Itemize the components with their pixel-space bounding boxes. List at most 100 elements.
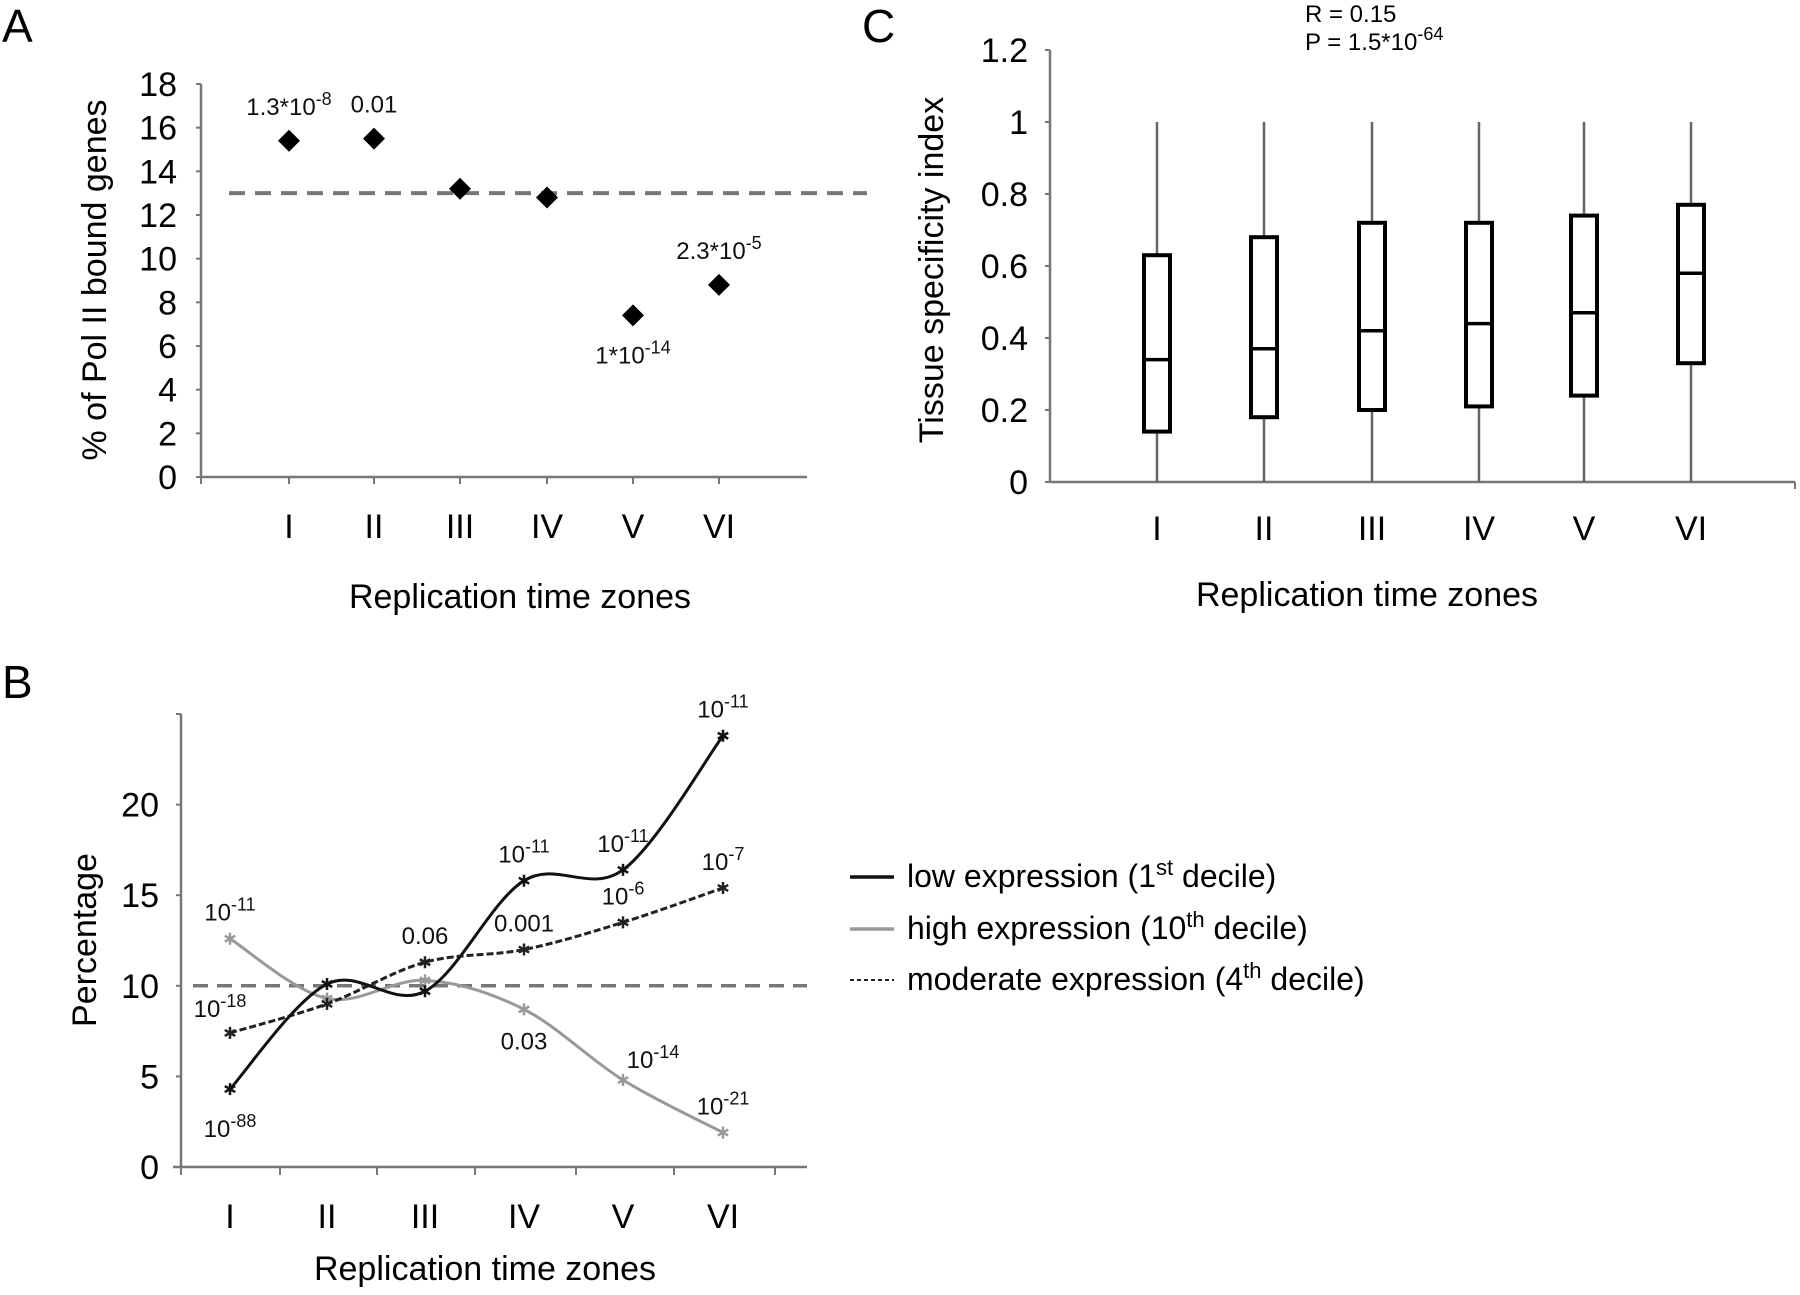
panel-label-a: A [2, 0, 33, 52]
series-line [229, 886, 724, 1035]
legend-label-text: moderate expression (4 [907, 961, 1243, 997]
star-marker [717, 881, 729, 894]
p-value-annotation-exponent: -11 [231, 895, 256, 915]
p-value-annotation: 10-18 [194, 991, 247, 1023]
data-point-diamond [708, 273, 730, 296]
p-value-annotation-exponent: -11 [624, 826, 649, 846]
p-value-annotation-base: 0.03 [501, 1028, 548, 1055]
p-value-annotation-base: 0.06 [402, 923, 449, 950]
p-value-annotation-exponent: -21 [723, 1089, 749, 1109]
p-value-annotation: 0.06 [402, 923, 449, 950]
star-marker [717, 1126, 729, 1139]
p-value-base: P = 1.5*10 [1305, 29, 1417, 56]
p-value-annotation-exponent: -11 [525, 837, 550, 857]
star-marker [617, 916, 629, 929]
legend-label: high expression (10th decile) [907, 907, 1308, 946]
star-marker [224, 1026, 236, 1039]
p-value-annotation: 10-7 [702, 844, 745, 876]
p-value-annotation-base: 10 [204, 900, 231, 927]
panel-label-c: C [862, 0, 895, 52]
box-III [1357, 122, 1387, 482]
y-tick-label: 0.4 [981, 320, 1028, 358]
p-value-annotation-base: 0.01 [351, 92, 398, 119]
legend-item: moderate expression (4th decile) [850, 958, 1365, 997]
p-value-annotation: 10-14 [627, 1042, 680, 1074]
x-tick-label: V [622, 508, 645, 546]
legend-label-sup: th [1186, 907, 1204, 932]
box [1357, 220, 1387, 412]
star-marker [419, 985, 431, 998]
p-value-annotation-base: 10 [204, 1116, 231, 1143]
panel-c-x-title: Replication time zones [1196, 576, 1538, 614]
x-tick-label: VI [707, 1198, 739, 1236]
p-value-annotation-base: 10 [627, 1047, 654, 1074]
y-tick-label: 6 [158, 328, 177, 366]
legend-label: moderate expression (4th decile) [907, 958, 1365, 997]
data-point-diamond [622, 304, 644, 327]
panel-c-p-value: P = 1.5*10-64 [1305, 24, 1443, 56]
y-tick-label: 10 [139, 241, 177, 279]
x-tick-label: II [1255, 510, 1274, 548]
y-tick-label: 20 [121, 787, 159, 825]
y-tick-label: 0.8 [981, 176, 1028, 214]
y-tick-label: 0 [1009, 464, 1028, 502]
x-tick-label: VI [703, 508, 735, 546]
star-marker [717, 729, 729, 742]
legend-item: low expression (1st decile) [850, 855, 1276, 894]
y-tick-label: 5 [140, 1058, 159, 1096]
panel-c-r-value: R = 0.15 [1305, 1, 1396, 28]
p-value-annotation: 10-11 [597, 826, 648, 858]
legend-label-sup: th [1243, 958, 1261, 983]
p-value-annotation-base: 10 [194, 996, 221, 1023]
panel-a-y-title: % of Pol II bound genes [76, 99, 114, 460]
p-value-annotation-base: 10 [597, 831, 624, 858]
y-tick-label: 0.2 [981, 392, 1028, 430]
p-value-annotation-exponent: -14 [653, 1042, 679, 1062]
panel-a-x-title: Replication time zones [349, 578, 691, 616]
x-tick-label: V [1573, 510, 1596, 548]
box-VI [1676, 122, 1706, 482]
legend: low expression (1st decile) high expressi… [850, 855, 1365, 997]
p-value-annotation-exponent: -14 [645, 337, 671, 357]
y-tick-label: 0 [140, 1149, 159, 1187]
p-value-annotation: 1.3*10-8 [246, 89, 331, 121]
p-value-annotation: 10-11 [697, 692, 748, 724]
p-value-annotation-exponent: -8 [316, 89, 332, 109]
p-value-annotation-base: 1*10 [595, 342, 644, 369]
p-value-annotation-exponent: -7 [728, 844, 744, 864]
data-point-diamond [449, 177, 471, 200]
x-tick-label: I [284, 508, 293, 546]
p-value-annotation: 10-6 [602, 878, 645, 910]
x-tick-label: III [411, 1198, 439, 1236]
p-value-annotation: 10-21 [697, 1089, 750, 1121]
p-value-annotation-exponent: -5 [746, 233, 762, 253]
y-tick-label: 12 [139, 197, 177, 235]
panel-b-x-title: Replication time zones [314, 1250, 656, 1288]
y-tick-label: 8 [158, 284, 177, 322]
legend-item: high expression (10th decile) [850, 907, 1308, 946]
y-tick-label: 2 [158, 415, 177, 453]
data-point-diamond [536, 186, 558, 209]
y-tick-label: 4 [158, 372, 177, 410]
x-tick-label: I [1152, 510, 1161, 548]
box-V [1569, 122, 1599, 482]
x-tick-label: IV [508, 1198, 540, 1236]
series-line [228, 734, 725, 1091]
legend-label-text: low expression (1 [907, 858, 1156, 894]
star-marker [224, 1083, 236, 1096]
p-value-exponent: -64 [1417, 24, 1443, 44]
x-tick-label: II [365, 508, 384, 546]
legend-label: low expression (1st decile) [907, 855, 1276, 894]
data-point-diamond [363, 127, 385, 150]
p-value-annotation-base: 10 [697, 1094, 724, 1121]
panel-c-y-title: Tissue specificity index [913, 97, 951, 443]
p-value-annotation-exponent: -18 [220, 991, 246, 1011]
y-tick-label: 14 [139, 153, 177, 191]
legend-label-end: decile) [1262, 961, 1365, 997]
p-value-annotation-base: 10 [498, 842, 525, 869]
y-tick-label: 16 [139, 110, 177, 148]
